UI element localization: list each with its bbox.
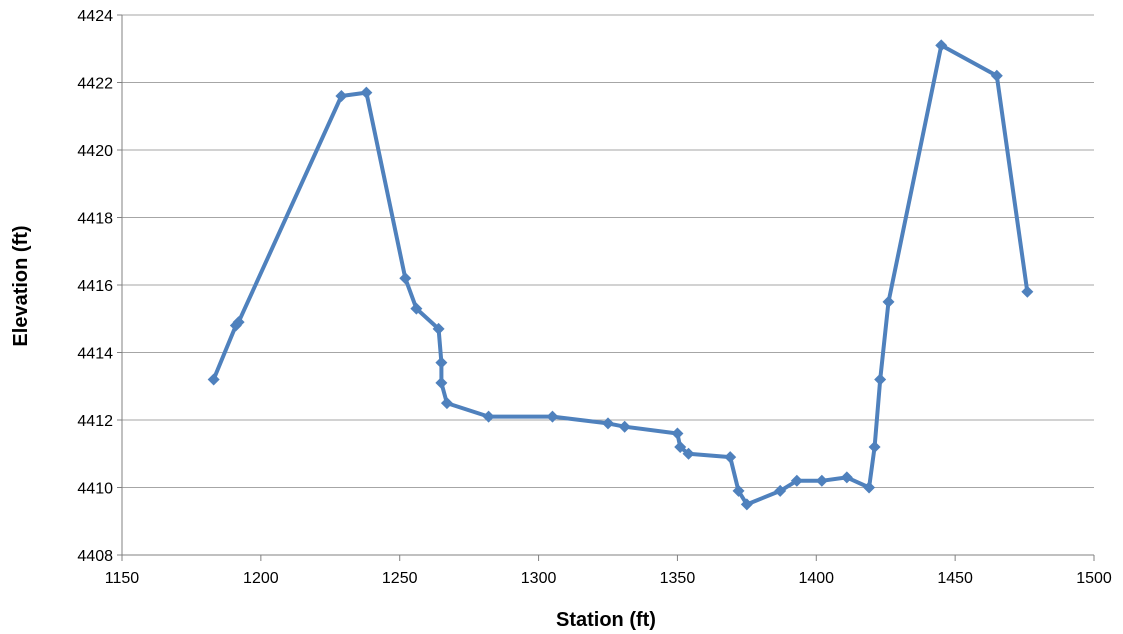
- data-point-marker: [207, 373, 220, 386]
- data-point-marker: [410, 302, 423, 315]
- x-tick-label: 1400: [798, 570, 834, 587]
- x-axis-title: Station (ft): [556, 609, 656, 631]
- data-point-marker: [863, 481, 876, 494]
- x-tick-label: 1250: [382, 570, 418, 587]
- data-point-marker: [335, 90, 348, 102]
- x-tick-label: 1300: [521, 570, 557, 587]
- data-point-marker: [618, 420, 631, 433]
- data-point-marker: [674, 441, 687, 453]
- data-point-marker: [432, 322, 445, 335]
- y-tick-label: 4410: [77, 481, 113, 498]
- x-tick-labels: 1150 1200 1250 1300 1350 1400 1450 1500: [105, 570, 1112, 587]
- x-tick-label: 1150: [105, 570, 140, 587]
- data-point-marker: [232, 316, 245, 329]
- data-point-marker: [360, 86, 373, 99]
- y-tick-label: 4420: [77, 143, 113, 160]
- data-point-marker: [840, 471, 853, 484]
- data-point-marker: [990, 69, 1003, 82]
- y-tick-labels: 4408 4410 4412 4414 4416 4418 4420 4422 4424: [77, 8, 113, 565]
- data-point-marker: [435, 376, 448, 389]
- data-point-marker: [546, 410, 559, 423]
- y-tick-label: 4412: [77, 413, 113, 430]
- data-point-marker: [482, 410, 495, 423]
- data-point-marker: [1021, 285, 1034, 298]
- data-point-marker: [724, 451, 737, 464]
- y-tick-label: 4422: [77, 76, 113, 93]
- x-tick-label: 1500: [1076, 570, 1112, 587]
- series-line: [211, 43, 1030, 507]
- data-point-marker: [740, 498, 753, 511]
- data-point-marker: [874, 373, 887, 386]
- x-tick-label: 1200: [243, 570, 279, 587]
- data-point-marker: [435, 356, 448, 369]
- data-point-marker: [399, 272, 412, 285]
- data-point-marker: [882, 295, 895, 308]
- y-axis-title: Elevation (ft): [10, 225, 32, 346]
- data-point-marker: [790, 474, 803, 487]
- data-point-marker: [682, 447, 695, 460]
- x-tick-label: 1450: [937, 570, 973, 587]
- data-point-marker: [671, 427, 684, 440]
- y-tick-label: 4414: [77, 346, 113, 363]
- data-point-marker: [774, 484, 787, 497]
- data-point-marker: [815, 474, 828, 487]
- x-tick-label: 1350: [660, 570, 696, 587]
- data-point-marker: [935, 39, 948, 52]
- gridlines: [122, 14, 1094, 488]
- data-point-marker: [440, 397, 453, 410]
- y-tick-label: 4424: [77, 8, 113, 25]
- axes: [117, 14, 1095, 561]
- data-point-marker: [602, 417, 614, 430]
- data-point-marker: [868, 441, 881, 453]
- y-tick-label: 4408: [77, 548, 113, 565]
- y-tick-label: 4418: [77, 211, 113, 228]
- series-elevation: [207, 39, 1034, 511]
- data-point-marker: [732, 484, 745, 497]
- y-tick-label: 4416: [77, 278, 113, 295]
